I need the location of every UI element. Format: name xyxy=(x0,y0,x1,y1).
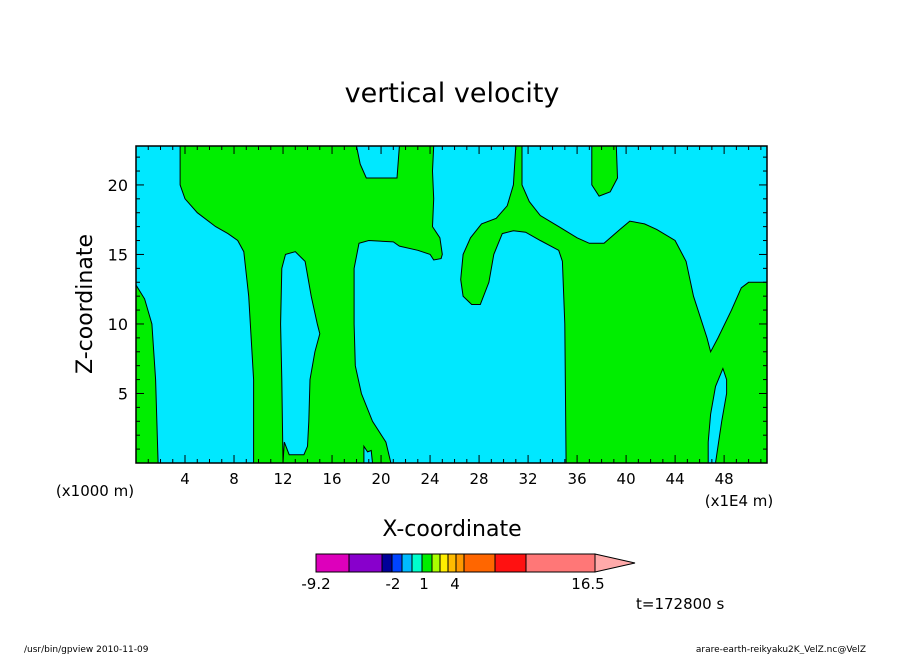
x-tick-label: 40 xyxy=(617,470,636,488)
x-axis-ticks: 4 8 12 16 20 24 28 32 36 40 44 48 xyxy=(147,146,762,488)
colorbar-label: -9.2 xyxy=(301,575,330,593)
colorbar-label: -2 xyxy=(386,575,401,593)
colorbar-swatch xyxy=(411,553,423,573)
x-tick-label: 44 xyxy=(666,470,685,488)
x-tick-label: 4 xyxy=(180,470,190,488)
x-tick-label: 16 xyxy=(322,470,341,488)
colorbar-swatch xyxy=(315,553,350,573)
colorbar-swatch xyxy=(447,553,457,573)
footer-left: /usr/bin/gpview 2010-11-09 xyxy=(24,645,149,654)
x-tick-label: 48 xyxy=(715,470,734,488)
y-tick-label: 15 xyxy=(108,245,128,264)
time-stamp: t=172800 s xyxy=(636,595,724,613)
y-axis-label: Z-coordinate xyxy=(73,234,98,374)
x-tick-label: 12 xyxy=(273,470,292,488)
x-tick-label: 28 xyxy=(470,470,489,488)
colorbar-swatch xyxy=(463,553,496,573)
colorbar-swatch xyxy=(439,553,449,573)
y-tick-label: 5 xyxy=(118,384,128,403)
colorbar-swatch xyxy=(401,553,413,573)
x-tick-label: 24 xyxy=(421,470,440,488)
colorbar-swatch xyxy=(391,553,403,573)
colorbar-label: 16.5 xyxy=(571,575,604,593)
colorbar-swatch xyxy=(431,553,441,573)
colorbar-label: 1 xyxy=(419,575,429,593)
y-axis-ticks: 5 10 15 20 xyxy=(108,156,767,450)
colorbar-swatch xyxy=(525,553,596,573)
footer-right: arare-earth-reikyaku2K_VelZ.nc@VelZ xyxy=(696,645,866,654)
x-tick-label: 36 xyxy=(568,470,587,488)
colorbar-swatch xyxy=(494,553,527,573)
x-tick-label: 32 xyxy=(519,470,538,488)
plot-frame xyxy=(135,145,768,464)
x-axis-unit-right: (x1E4 m) xyxy=(705,492,774,510)
colorbar-label: 4 xyxy=(450,575,460,593)
y-tick-label: 10 xyxy=(108,315,128,334)
x-tick-label: 8 xyxy=(229,470,239,488)
x-axis-label: X-coordinate xyxy=(382,517,521,542)
colorbar-swatch xyxy=(348,553,383,573)
x-axis-unit-left: (x1000 m) xyxy=(56,482,134,500)
colorbar-swatch xyxy=(421,553,433,573)
contour-field xyxy=(135,145,768,464)
x-tick-label: 20 xyxy=(372,470,391,488)
positive-region xyxy=(460,145,768,464)
colorbar-swatch xyxy=(455,553,465,573)
colorbar-extend-arrow xyxy=(594,553,636,573)
colorbar-swatch xyxy=(381,553,393,573)
y-tick-label: 20 xyxy=(108,176,128,195)
colorbar: -9.2 -2 1 4 16.5 xyxy=(301,553,636,593)
chart-title: vertical velocity xyxy=(345,78,560,109)
